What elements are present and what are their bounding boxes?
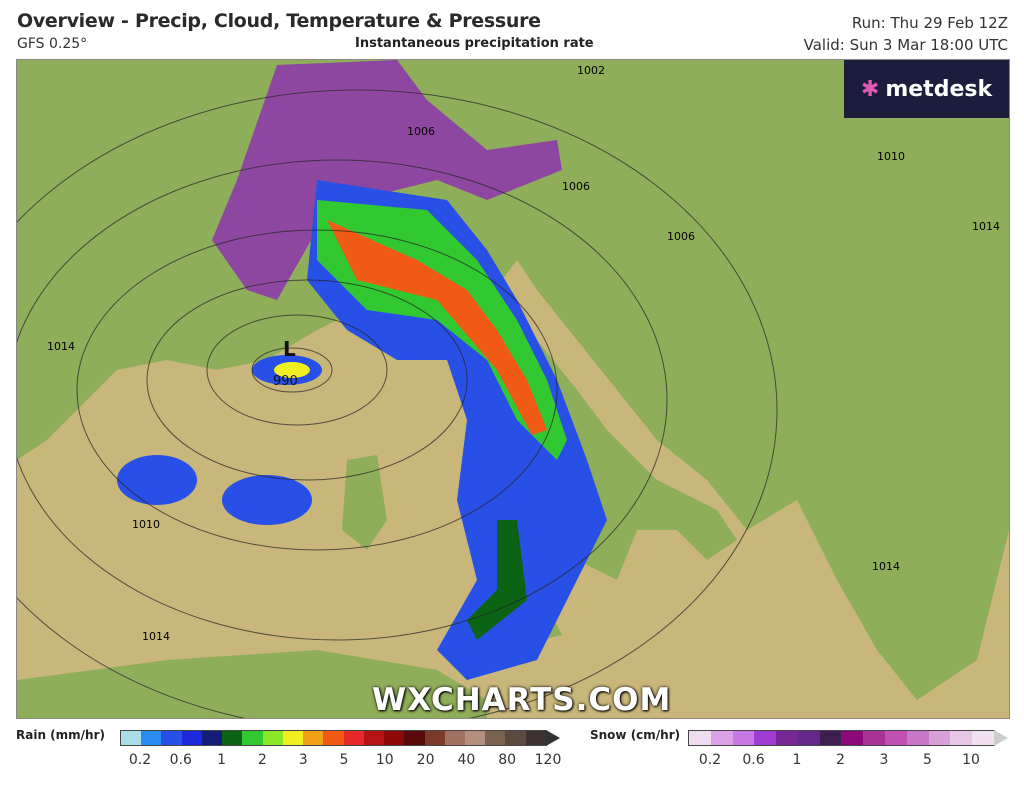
rain-color-swatch: [121, 731, 142, 745]
rain-color-swatch: [141, 731, 162, 745]
snow-color-swatch: [906, 731, 929, 745]
rain-low-core: [274, 362, 310, 378]
valid-time: Valid: Sun 3 Mar 18:00 UTC: [803, 36, 1008, 54]
snow-arrow: [994, 730, 1008, 746]
snow-color-swatch: [972, 731, 994, 745]
snow-area: [212, 60, 562, 300]
snow-tick-label: 2: [836, 752, 845, 768]
isobar-label: 1006: [407, 125, 435, 138]
snow-color-swatch: [863, 731, 886, 745]
snow-tick-label: 3: [879, 752, 889, 768]
snow-legend-label: Snow (cm/hr): [590, 728, 681, 742]
rain-color-swatch: [323, 731, 344, 745]
rain-tick-label: 0.2: [128, 752, 152, 768]
rain-tick-label: 120: [534, 752, 562, 768]
chart-title: Overview - Precip, Cloud, Temperature & …: [17, 10, 541, 32]
snow-tick-label: 0.6: [742, 752, 765, 768]
low-pressure-symbol: L: [283, 337, 296, 361]
snow-color-swatch: [928, 731, 951, 745]
rain-arrow: [546, 730, 560, 746]
isobar-label: 1002: [577, 64, 605, 77]
isobar-label: 1006: [667, 230, 695, 243]
model-label: GFS 0.25°: [17, 36, 88, 52]
snow-color-swatch: [754, 731, 777, 745]
snow-color-swatch: [819, 731, 842, 745]
rain-color-swatch: [282, 731, 304, 745]
snow-tick-label: 5: [923, 752, 932, 768]
rain-color-swatch: [303, 731, 324, 745]
rain-tick-label: 10: [375, 752, 394, 768]
snow-color-swatch: [689, 731, 711, 745]
rain-legend-label: Rain (mm/hr): [16, 728, 105, 742]
isobars: [17, 89, 778, 718]
snow-tick-label: 0.2: [698, 752, 722, 768]
snow-tick-label: 1: [792, 752, 802, 768]
snow-color-swatch: [841, 731, 864, 745]
rain-color-swatch: [262, 731, 283, 745]
rain-tick-label: 80: [498, 752, 517, 768]
rain-tick-label: 1: [217, 752, 227, 768]
rain-color-swatch: [444, 731, 465, 745]
snow-color-swatch: [710, 731, 733, 745]
rain-blob-west: [222, 475, 312, 525]
rain-color-swatch: [181, 731, 202, 745]
run-time: Run: Thu 29 Feb 12Z: [851, 14, 1008, 32]
land-sardinia: [342, 455, 387, 550]
watermark: WXCHARTS.COM: [372, 682, 672, 718]
snow-color-swatch: [797, 731, 820, 745]
rain-blob-south: [467, 520, 527, 640]
metdesk-logo: ✱ metdesk: [844, 60, 1009, 118]
rain-tick-label: 2: [257, 752, 267, 768]
rain-tick-label: 5: [339, 752, 349, 768]
map-canvas: 1006 1006 1002 1010 1014 1010 1014 1014 …: [17, 60, 1009, 718]
rain-color-swatch: [424, 731, 445, 745]
rain-color-swatch: [485, 731, 506, 745]
isobar-label: 1014: [47, 340, 75, 353]
isobar-label: 1014: [972, 220, 1000, 233]
rain-color-swatch: [242, 731, 263, 745]
rain-colorbar: [120, 730, 547, 746]
rain-color-swatch: [384, 731, 405, 745]
rain-color-swatch: [464, 731, 486, 745]
rain-tick-label: 40: [457, 752, 476, 768]
rain-area-heavy: [327, 220, 547, 435]
isobar-label: 1010: [877, 150, 905, 163]
rain-color-swatch: [363, 731, 385, 745]
snow-color-swatch: [776, 731, 798, 745]
snow-colorbar: [688, 730, 995, 746]
snow-color-swatch: [950, 731, 973, 745]
rain-blob-west2: [117, 455, 197, 505]
isobar-label: 1010: [132, 518, 160, 531]
snow-tick-label: 10: [962, 752, 980, 768]
isobar-label: 1014: [142, 630, 170, 643]
low-pressure-value: 990: [273, 374, 298, 389]
rain-tick-label: 20: [416, 752, 435, 768]
rain-color-swatch: [343, 731, 364, 745]
subtitle: Instantaneous precipitation rate: [355, 36, 594, 51]
snow-color-swatch: [885, 731, 907, 745]
isobar-label: 1014: [872, 560, 900, 573]
rain-tick-label: 3: [298, 752, 308, 768]
land-africa: [17, 650, 487, 718]
rain-color-swatch: [201, 731, 223, 745]
snow-color-swatch: [732, 731, 755, 745]
rain-color-swatch: [505, 731, 526, 745]
rain-color-swatch: [161, 731, 182, 745]
logo-star-icon: ✱: [860, 76, 880, 102]
rain-color-swatch: [525, 731, 546, 745]
rain-color-swatch: [404, 731, 425, 745]
rain-tick-label: 0.6: [169, 752, 192, 768]
isobar-label: 1006: [562, 180, 590, 193]
rain-color-swatch: [222, 731, 243, 745]
weather-map: 1006 1006 1002 1010 1014 1010 1014 1014 …: [16, 59, 1010, 719]
